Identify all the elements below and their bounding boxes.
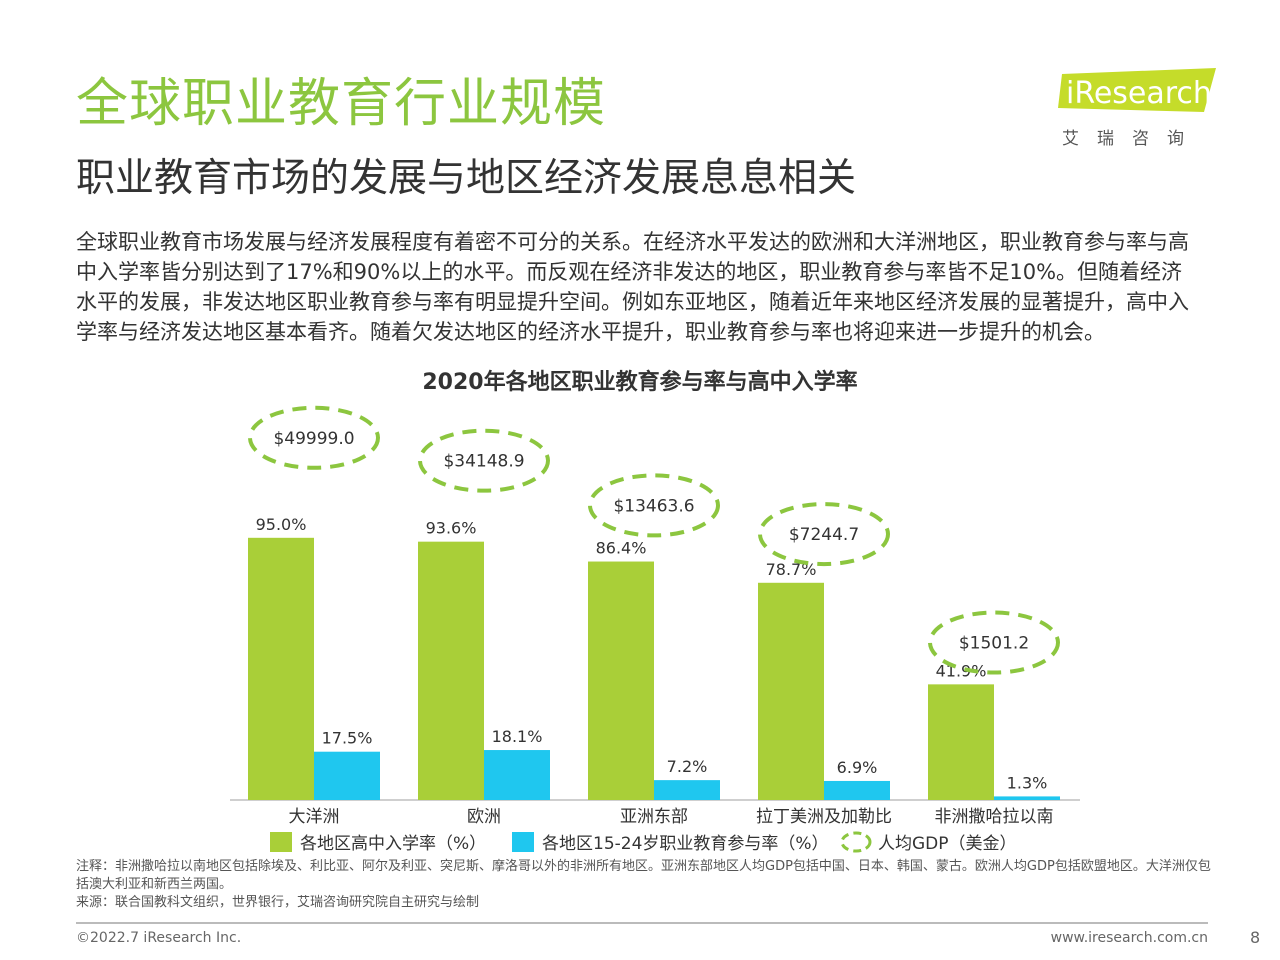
label-vocational: 7.2% — [667, 757, 708, 776]
intro-line: 全球职业教育市场发展与经济发展程度有着密不可分的关系。在经济水平发达的欧洲和大洋… — [76, 230, 1189, 254]
bar-vocational — [654, 780, 720, 800]
footer-url: www.iresearch.com.cn — [1050, 930, 1208, 946]
logo-brand-text: iResearch — [1066, 76, 1212, 111]
logo-banner-shape — [1058, 68, 1216, 112]
logo-cn-text: 艾瑞咨询 — [1062, 129, 1202, 149]
page-subtitle: 职业教育市场的发展与地区经济发展息息相关 — [76, 156, 857, 201]
x-tick-label: 亚洲东部 — [620, 807, 688, 827]
bar-vocational — [484, 750, 550, 800]
legend-label-gdp: 人均GDP（美金） — [878, 834, 1017, 854]
intro-line: 水平的发展，非发达地区职业教育参与率有明显提升空间。例如东亚地区，随着近年来地区… — [76, 290, 1189, 314]
chart-title: 2020年各地区职业教育参与率与高中入学率 — [422, 370, 858, 395]
gdp-label: $7244.7 — [789, 525, 859, 545]
bar-enrollment — [248, 537, 314, 800]
legend-label-enrollment: 各地区高中入学率（%） — [300, 834, 486, 854]
label-enrollment: 41.9% — [936, 661, 987, 680]
legend-swatch-gdp — [840, 831, 872, 853]
legend-swatch-vocational — [512, 832, 534, 852]
x-tick-label: 非洲撒哈拉以南 — [935, 807, 1054, 827]
intro-line: 学率与经济发达地区基本看齐。随着欠发达地区的经济水平提升，职业教育参与率也将迎来… — [76, 320, 1105, 344]
gdp-label: $49999.0 — [273, 429, 354, 449]
legend-label-vocational: 各地区15-24岁职业教育参与率（%） — [542, 834, 829, 854]
bar-vocational — [994, 796, 1060, 800]
label-enrollment: 95.0% — [256, 515, 307, 534]
footer-copyright: ©2022.7 iResearch Inc. — [76, 930, 242, 946]
gdp-ellipse — [928, 610, 1060, 675]
footer-divider — [76, 922, 1208, 924]
x-tick-label: 拉丁美洲及加勒比 — [756, 807, 892, 827]
page-number: 8 — [1250, 928, 1261, 947]
gdp-label: $34148.9 — [443, 452, 524, 472]
label-enrollment: 93.6% — [426, 519, 477, 538]
label-vocational: 6.9% — [837, 758, 878, 777]
notes: 注释：非洲撒哈拉以南地区包括除埃及、利比亚、阿尔及利亚、突尼斯、摩洛哥以外的非洲… — [76, 858, 1216, 912]
x-tick-label: 欧洲 — [467, 807, 501, 827]
label-enrollment: 78.7% — [766, 560, 817, 579]
label-enrollment: 86.4% — [596, 539, 647, 558]
legend-swatch-enrollment — [270, 832, 292, 852]
page-title: 全球职业教育行业规模 — [76, 74, 607, 134]
iresearch-logo: iResearch 艾瑞咨询 — [1058, 68, 1218, 149]
x-tick-label: 大洋洲 — [289, 807, 340, 827]
bar-vocational — [824, 780, 890, 800]
gdp-ellipse — [588, 473, 720, 538]
gdp-ellipse — [248, 405, 380, 470]
intro-line: 中入学率皆分别达到了17%和90%以上的水平。而反观在经济非发达的地区，职业教育… — [76, 260, 1183, 284]
gdp-ellipse — [418, 428, 550, 493]
gdp-label: $13463.6 — [613, 496, 694, 516]
bar-enrollment — [588, 561, 654, 800]
bar-enrollment — [418, 541, 484, 800]
bar-enrollment — [928, 684, 994, 800]
source-text: 来源：联合国教科文组织，世界银行，艾瑞咨询研究院自主研究与绘制 — [76, 895, 480, 910]
gdp-label: $1501.2 — [959, 634, 1029, 654]
bar-enrollment — [758, 582, 824, 800]
gdp-ellipse — [758, 502, 890, 567]
label-vocational: 18.1% — [492, 727, 543, 746]
label-vocational: 17.5% — [322, 729, 373, 748]
intro-paragraph: 全球职业教育市场发展与经济发展程度有着密不可分的关系。在经济水平发达的欧洲和大洋… — [76, 227, 1216, 347]
note-text: 注释：非洲撒哈拉以南地区包括除埃及、利比亚、阿尔及利亚、突尼斯、摩洛哥以外的非洲… — [76, 859, 1211, 892]
bar-vocational — [314, 751, 380, 800]
label-vocational: 1.3% — [1007, 773, 1048, 792]
